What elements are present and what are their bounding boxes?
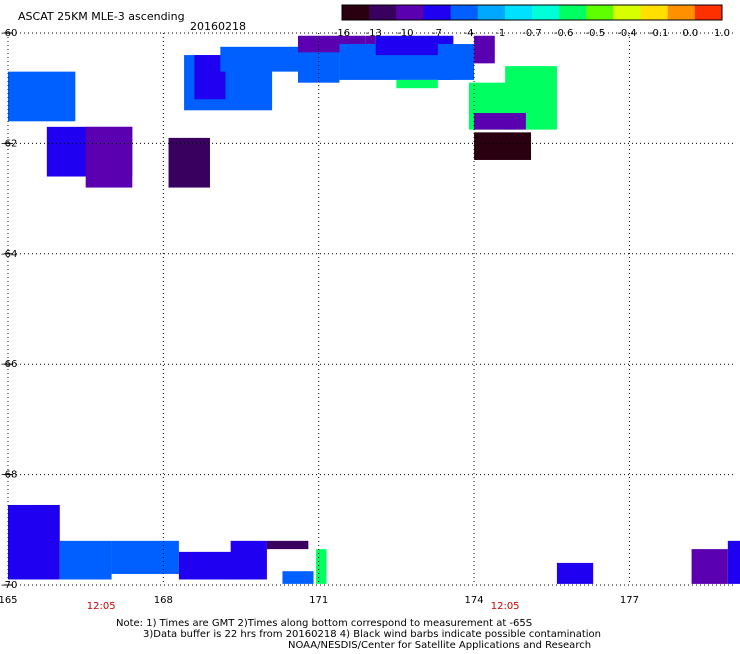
- data-cell: [59, 540, 112, 580]
- data-cell: [437, 44, 475, 80]
- data-cell: [556, 562, 594, 584]
- colorbar-swatch: [369, 5, 397, 20]
- y-tick-label: -64: [1, 249, 17, 260]
- colorbar-label: 1.0: [714, 28, 730, 39]
- colorbar-label: -4: [464, 28, 474, 39]
- axis-ticks: 165 168 171 174 177 -60 -62 -64 -66 -68 -70 12:05 12…: [0, 28, 639, 612]
- colorbar-swatch: [477, 5, 506, 20]
- colorbar: -16 -13 -10 -7 -4 -1 -0.7 -0.6 -0.5 -0.4 -0.1 0.0 1.…: [334, 4, 730, 39]
- chart-date: 20160218: [190, 20, 246, 33]
- x-tick-label: 171: [309, 595, 328, 606]
- data-cells: [8, 35, 740, 584]
- data-cell: [85, 126, 133, 188]
- note-line-3: NOAA/NESDIS/Center for Satellite Applica…: [288, 640, 591, 650]
- colorbar-swatch: [532, 5, 560, 20]
- data-cell: [727, 540, 740, 584]
- x-tick-label: 168: [154, 595, 173, 606]
- data-cell: [266, 540, 309, 550]
- data-cell: [8, 504, 60, 580]
- data-cell: [316, 549, 327, 584]
- colorbar-frame: [341, 4, 723, 21]
- colorbar-label: -7: [432, 28, 442, 39]
- x-tick-label: 174: [465, 595, 484, 606]
- colorbar-swatch: [423, 5, 452, 20]
- colorbar-swatch: [667, 5, 696, 20]
- x-tick-label: 165: [0, 595, 18, 606]
- data-cell: [111, 540, 179, 574]
- time-label: 12:05: [491, 601, 520, 612]
- colorbar-swatch: [342, 5, 370, 20]
- data-cell: [474, 132, 532, 160]
- colorbar-label: -0.7: [522, 28, 542, 39]
- colorbar-label: -1: [495, 28, 505, 39]
- colorbar-swatch: [450, 5, 479, 20]
- note-line-2: 3)Data buffer is 22 hrs from 20160218 4)…: [143, 629, 601, 640]
- data-cell: [396, 79, 438, 89]
- y-tick-label: -70: [1, 580, 17, 591]
- data-cell: [178, 551, 242, 580]
- colorbar-swatch: [504, 5, 533, 20]
- colorbar-swatch: [613, 5, 642, 20]
- y-tick-label: -66: [1, 359, 17, 370]
- x-tick-label: 177: [620, 595, 639, 606]
- colorbar-swatch: [586, 5, 614, 20]
- chart-title: ASCAT 25KM MLE-3 ascending: [18, 10, 185, 23]
- colorbar-label: -16: [334, 28, 350, 39]
- note-line-1: Note: 1) Times are GMT 2)Times along bot…: [116, 618, 532, 629]
- colorbar-label: -13: [365, 28, 381, 39]
- colorbar-swatch: [640, 5, 669, 20]
- colorbar-label: -0.1: [649, 28, 669, 39]
- colorbar-swatch: [559, 5, 587, 20]
- y-tick-label: -62: [1, 138, 17, 149]
- data-cell: [168, 137, 210, 188]
- colorbar-label: -0.6: [554, 28, 574, 39]
- colorbar-swatch: [396, 5, 424, 20]
- time-label: 12:05: [87, 601, 116, 612]
- colorbar-label: -0.4: [617, 28, 637, 39]
- data-cell: [230, 540, 267, 580]
- data-cell: [220, 46, 298, 72]
- y-tick-label: -68: [1, 470, 17, 481]
- grid-lines: [4, 32, 733, 586]
- data-cell: [8, 71, 76, 122]
- data-cell: [282, 571, 314, 584]
- colorbar-swatch: [694, 5, 723, 20]
- data-cell: [474, 35, 495, 64]
- colorbar-label: -0.5: [586, 28, 606, 39]
- data-cell: [375, 35, 454, 56]
- colorbar-label: -10: [397, 28, 413, 39]
- colorbar-label: 0.0: [682, 28, 698, 39]
- data-cell: [474, 113, 526, 130]
- y-tick-label: -60: [1, 28, 17, 39]
- data-cell: [691, 549, 728, 584]
